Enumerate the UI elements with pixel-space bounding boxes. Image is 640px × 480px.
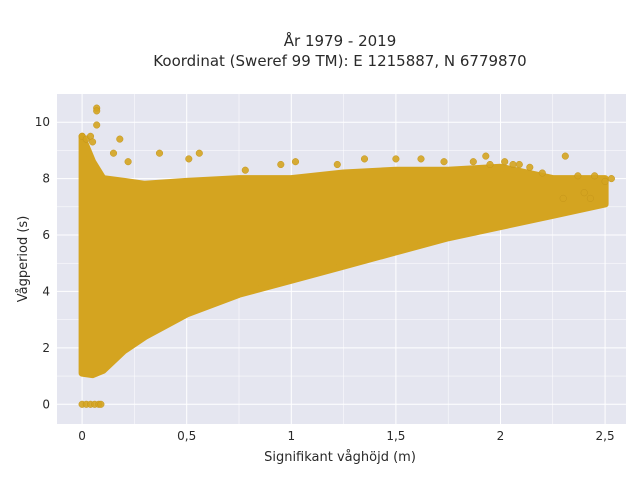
scatter-point — [392, 155, 400, 163]
scatter-point — [360, 155, 369, 163]
chart-title-line2: Koordinat (Sweref 99 TM): E 1215887, N 6… — [153, 52, 526, 70]
y-axis-label: Vågperiod (s) — [16, 216, 31, 303]
scatter-point — [109, 149, 118, 157]
scatter-point — [591, 172, 599, 180]
scatter-point — [277, 160, 285, 169]
scatter-point — [607, 175, 615, 183]
x-tick-label: 0,5 — [177, 429, 196, 443]
y-tick-label: 2 — [42, 341, 50, 355]
scatter-point — [116, 135, 124, 143]
scatter-point — [417, 155, 425, 163]
scatter-points — [78, 104, 615, 408]
scatter-point — [440, 158, 448, 166]
scatter-point — [93, 121, 101, 129]
scatter-point — [486, 160, 494, 169]
scatter-point — [482, 152, 490, 160]
scatter-point — [501, 158, 509, 166]
scatter-point — [93, 107, 101, 115]
scatter-point — [574, 172, 582, 180]
scatter-point — [559, 194, 567, 202]
chart-title-line1: År 1979 - 2019 — [284, 31, 397, 50]
scatter-point — [469, 158, 477, 166]
y-tick-label: 4 — [42, 284, 50, 298]
scatter-point — [124, 158, 132, 166]
x-tick-label: 0 — [78, 429, 86, 443]
x-tick-label: 1,5 — [386, 429, 405, 443]
scatter-point — [580, 189, 588, 197]
scatter-point — [538, 169, 546, 177]
x-tick-labels: 0 0,5 1 1,5 2 2,5 — [78, 429, 614, 443]
point-cloud-band — [78, 132, 609, 379]
scatter-point — [586, 194, 594, 202]
y-tick-label: 6 — [42, 228, 50, 242]
scatter-point — [561, 152, 569, 160]
y-tick-label: 0 — [42, 397, 50, 411]
y-tick-label: 10 — [35, 115, 50, 129]
scatter-point — [195, 149, 203, 157]
y-tick-label: 8 — [42, 172, 50, 186]
scatter-point — [526, 163, 534, 171]
scatter-point — [97, 400, 105, 408]
x-tick-label: 2 — [497, 429, 505, 443]
scatter-point — [241, 166, 249, 174]
x-tick-label: 2,5 — [596, 429, 615, 443]
scatter-point — [291, 158, 300, 166]
scatter-point — [509, 160, 517, 169]
scatter-point — [155, 149, 164, 157]
scatter-point — [601, 177, 609, 185]
scatter-point — [89, 138, 97, 146]
x-tick-label: 1 — [287, 429, 295, 443]
scatter-point — [185, 155, 193, 163]
point-cloud — [78, 132, 609, 379]
y-tick-labels: 0 2 4 6 8 10 — [35, 115, 50, 411]
scatter-point — [515, 160, 523, 169]
scatter-point — [333, 160, 341, 169]
x-axis-label: Signifikant våghöjd (m) — [264, 450, 416, 465]
